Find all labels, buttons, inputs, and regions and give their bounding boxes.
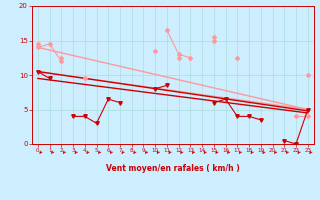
X-axis label: Vent moyen/en rafales ( km/h ): Vent moyen/en rafales ( km/h ) [106,164,240,173]
